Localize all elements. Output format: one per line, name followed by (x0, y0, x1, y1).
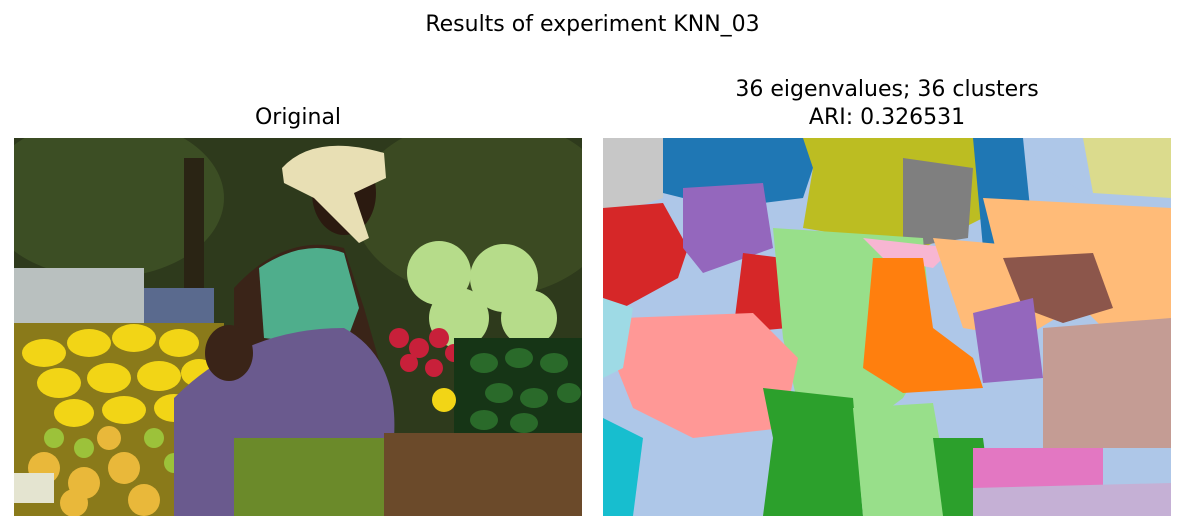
cucumbers (470, 348, 581, 433)
radishes (389, 328, 463, 377)
segmentation-canvas (603, 138, 1171, 516)
segment-green-bottom (763, 388, 863, 516)
segment-red-left (603, 203, 688, 308)
market-table (384, 433, 582, 516)
segment-lightgreen-bottom (853, 403, 953, 516)
segmentation-title-line2: ARI: 0.326531 (808, 105, 966, 130)
segment-red-center (733, 253, 788, 333)
original-image (14, 138, 582, 516)
figure-suptitle: Results of experiment KNN_03 (425, 12, 760, 37)
mangoes (22, 324, 217, 427)
segment-cyan-left (603, 418, 643, 516)
segment-tan-right (1043, 318, 1171, 448)
segment-grey-topleft (603, 138, 663, 218)
original-image-canvas (14, 138, 582, 516)
cabbages (407, 241, 557, 348)
segmentation-title-line1: 36 eigenvalues; 36 clusters (735, 77, 1039, 102)
segment-khaki-topright (1083, 138, 1171, 198)
price-sign (14, 473, 54, 503)
tree-canopy-left (14, 138, 224, 278)
original-image-title: Original (254, 105, 342, 130)
headwrap (282, 145, 386, 243)
segment-purple-right (973, 298, 1043, 383)
baby-head (205, 325, 253, 381)
woman-skirt (234, 438, 384, 516)
segment-pink-arm (863, 238, 953, 268)
segment-orange-wrap (863, 258, 983, 393)
segment-lavender-bottom (973, 483, 1171, 516)
segment-magenta (973, 448, 1103, 488)
segment-salmon-left (613, 313, 798, 438)
segmentation-title: 36 eigenvalues; 36 clusters ARI: 0.32653… (603, 76, 1171, 132)
segment-paleblue-left (603, 298, 633, 378)
held-mango (432, 388, 456, 412)
woman-shirt (259, 248, 359, 348)
segmentation-map (603, 138, 1171, 516)
segment-grey-face (903, 158, 973, 248)
tree-trunk (184, 158, 204, 298)
segment-purple-left (683, 183, 773, 273)
